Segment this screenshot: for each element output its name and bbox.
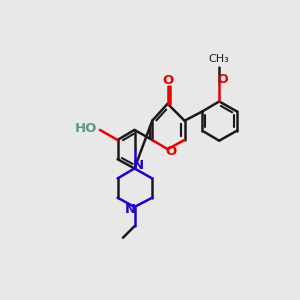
Text: O: O: [162, 74, 173, 87]
Text: O: O: [218, 74, 228, 86]
Text: N: N: [125, 203, 136, 216]
Text: O: O: [165, 145, 176, 158]
Text: N: N: [133, 159, 144, 172]
Text: HO: HO: [75, 122, 98, 135]
Text: CH₃: CH₃: [209, 54, 230, 64]
